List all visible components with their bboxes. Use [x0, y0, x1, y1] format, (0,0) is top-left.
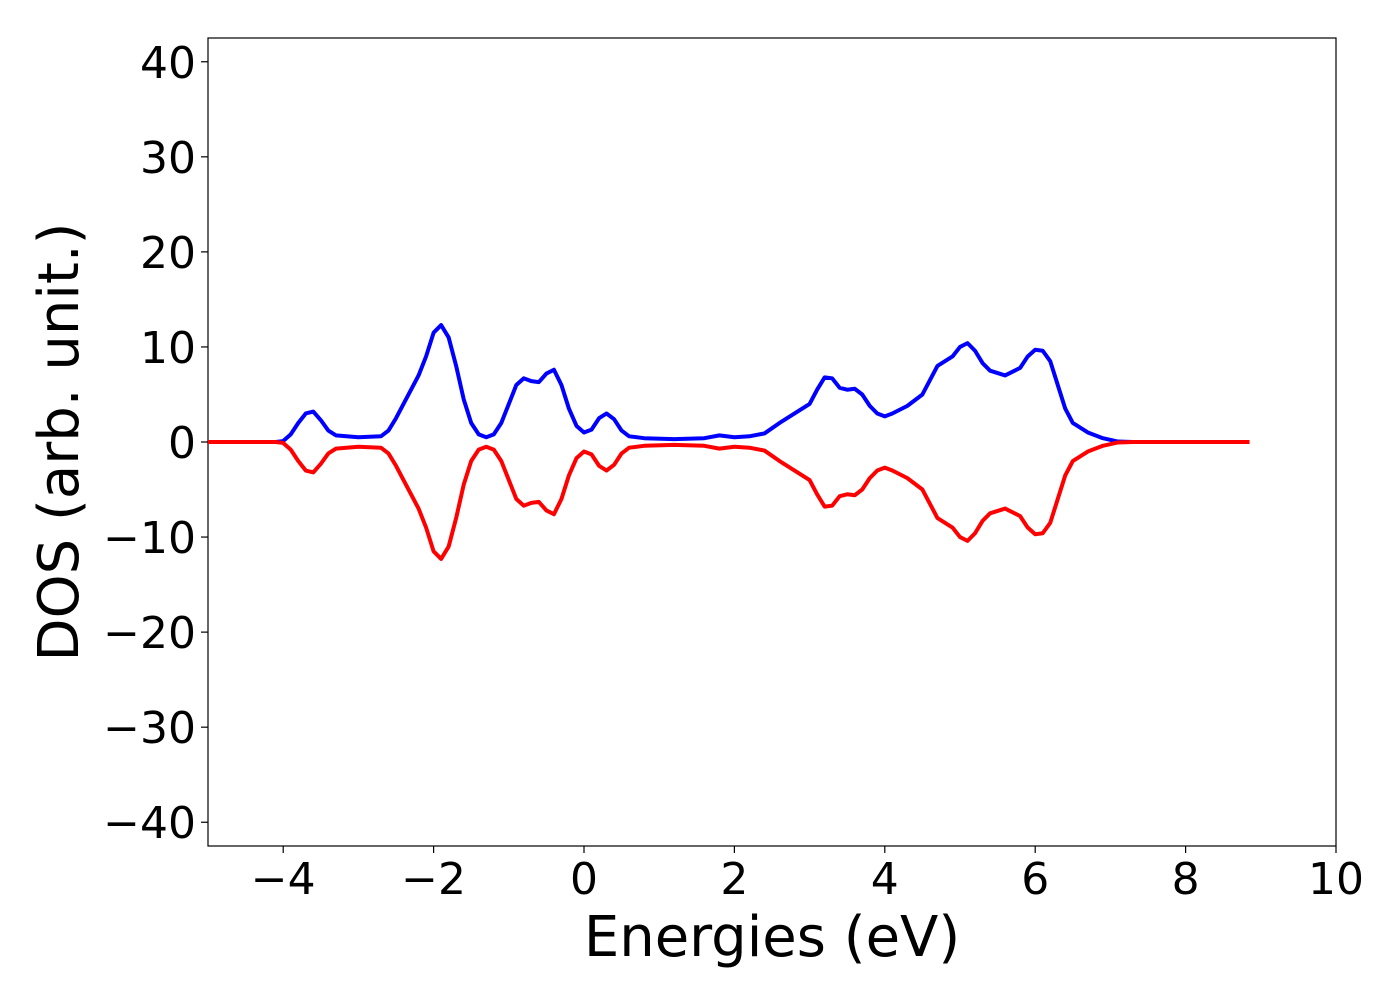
y-tick-label: −10	[103, 513, 196, 564]
x-tick-label: 4	[871, 854, 899, 905]
x-tick-label: 10	[1308, 854, 1364, 905]
x-axis-label: Energies (eV)	[584, 905, 960, 970]
y-axis-label: DOS (arb. unit.)	[27, 222, 92, 661]
line-series	[208, 323, 1250, 444]
x-tick-label: −4	[251, 854, 316, 905]
y-tick-label: 20	[140, 228, 196, 279]
line-series	[208, 440, 1250, 561]
x-tick-label: 0	[570, 854, 598, 905]
y-tick-label: −40	[103, 798, 196, 849]
y-tick-label: 40	[140, 38, 196, 89]
y-tick-label: 30	[140, 133, 196, 184]
x-tick-label: 8	[1172, 854, 1200, 905]
y-tick-label: −20	[103, 608, 196, 659]
y-tick-label: −30	[103, 703, 196, 754]
y-tick-label: 0	[168, 418, 196, 469]
x-tick-label: −2	[401, 854, 466, 905]
x-tick-label: 2	[720, 854, 748, 905]
y-tick-label: 10	[140, 323, 196, 374]
x-tick-label: 6	[1021, 854, 1049, 905]
